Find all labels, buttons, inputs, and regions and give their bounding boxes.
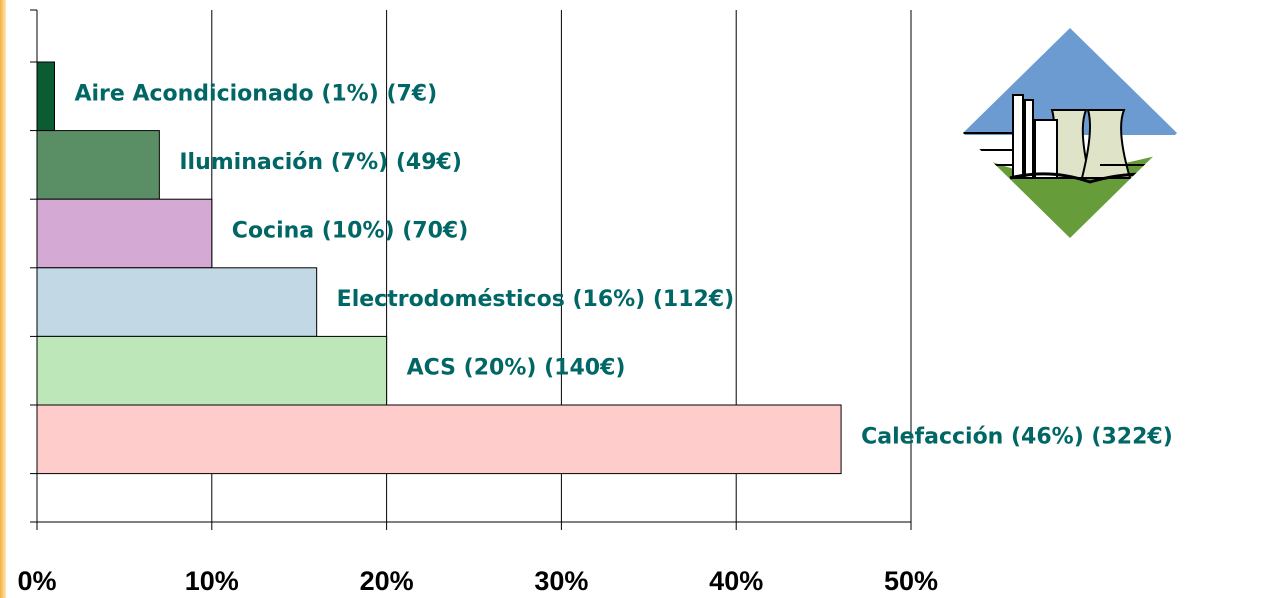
x-tick-label: 40% [709, 566, 763, 596]
bar [36, 61, 55, 132]
bar-label: ACS (20%) (140€) [407, 356, 626, 381]
bar-label: Calefacción (46%) (322€) [861, 424, 1173, 449]
bar [36, 130, 160, 200]
bar [36, 404, 842, 475]
bar [36, 198, 213, 269]
bar-label: Iluminación (7%) (49€) [179, 150, 462, 175]
x-tick-label: 30% [534, 566, 588, 596]
bar-label: Aire Acondicionado (1%) (7€) [74, 81, 437, 106]
bar [36, 335, 388, 406]
x-tick-label: 20% [360, 566, 414, 596]
bar [36, 267, 318, 337]
edge-strip [0, 0, 6, 598]
power-plant-icon [963, 28, 1177, 238]
bar-label: Electrodomésticos (16%) (112€) [337, 287, 735, 312]
x-tick-label: 50% [884, 566, 938, 596]
bar-label: Cocina (10%) (70€) [232, 219, 468, 244]
x-tick-label: 10% [185, 566, 239, 596]
x-tick-label: 0% [17, 566, 56, 596]
